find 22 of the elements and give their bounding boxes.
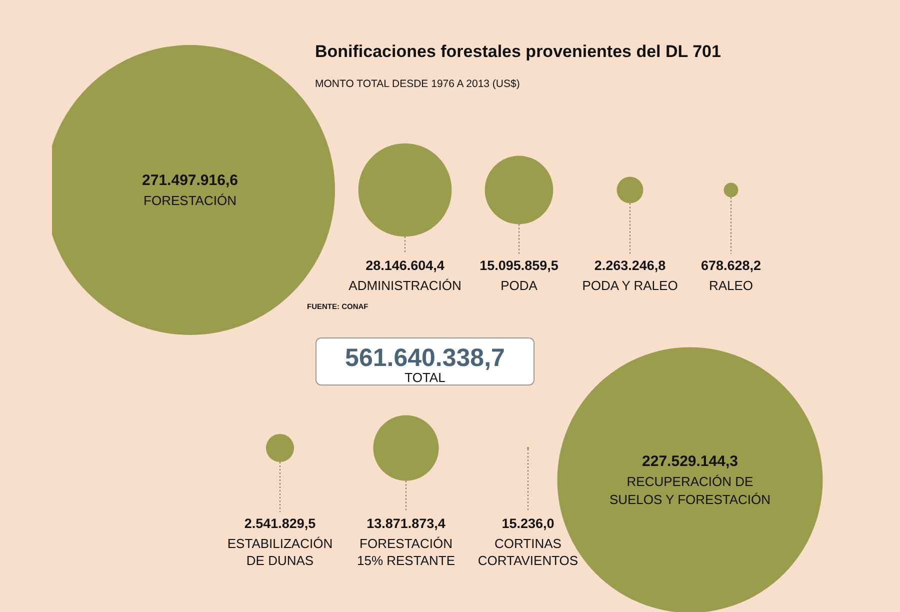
category-label: CORTINAS CORTAVIENTOS	[478, 536, 578, 568]
category-label: FORESTACIÓN 15% RESTANTE	[356, 536, 456, 568]
data-label: 227.529.144,3	[642, 453, 738, 470]
category-label: PODA Y RALEO	[582, 278, 678, 293]
text: TOTAL	[404, 370, 446, 385]
category-label: FORESTACIÓN	[144, 193, 236, 208]
data-label: 271.497.916,6	[142, 172, 238, 189]
text: 561.640.338,7	[345, 344, 505, 372]
category-label: RECUPERACIÓN DE SUELOS Y FORESTACIÓN	[609, 474, 771, 507]
data-label: 15.236,0	[502, 516, 554, 531]
category-label: RALEO	[708, 278, 754, 293]
data-label: 28.146.604,4	[366, 258, 445, 273]
category-label: PODA	[500, 278, 538, 293]
data-label: 2.263.246,8	[594, 258, 666, 273]
category-label: ESTABILIZACIÓN DE DUNAS	[227, 536, 333, 568]
category-label: ADMINISTRACIÓN	[348, 278, 462, 293]
text: MONTO TOTAL DESDE 1976 A 2013 (US$)	[315, 78, 520, 90]
data-label: 13.871.873,4	[366, 516, 446, 531]
data-label: 15.095.859,5	[480, 258, 559, 273]
text: Bonificaciones forestales provenientes del DL 701	[315, 42, 721, 61]
data-label: 2.541.829,5	[244, 516, 316, 531]
data-label: 678.628,2	[700, 258, 762, 273]
